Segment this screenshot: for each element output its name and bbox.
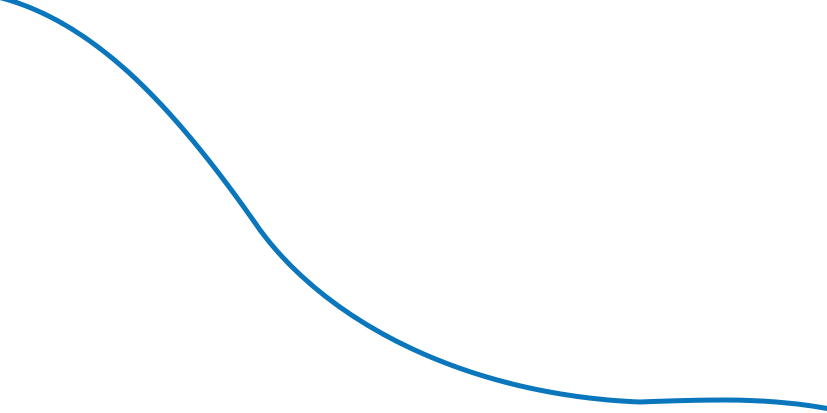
background [0,0,827,413]
decorative-wave-canvas [0,0,827,413]
wave-curve [0,0,827,412]
